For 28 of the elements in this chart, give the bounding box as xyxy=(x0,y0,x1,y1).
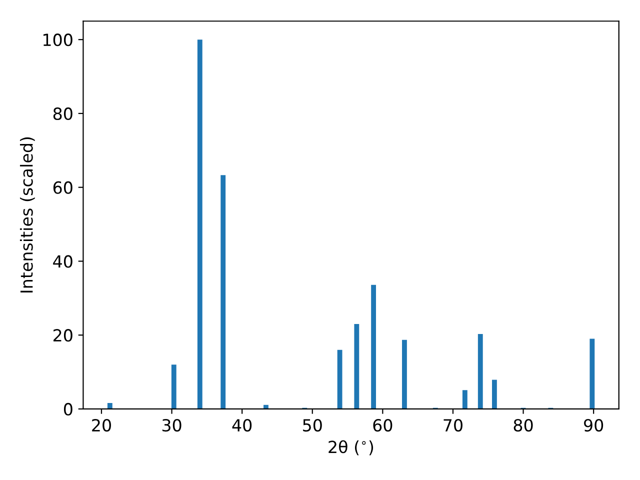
bar xyxy=(371,284,376,409)
y-tick-label: 100 xyxy=(43,34,72,46)
bar xyxy=(220,175,226,409)
y-axis-title: Intensities (scaled) xyxy=(20,137,35,292)
bar xyxy=(107,403,112,409)
x-tick-label: 80 xyxy=(514,418,533,432)
x-tick-label: 90 xyxy=(584,418,604,432)
bar xyxy=(402,340,407,409)
bar xyxy=(354,324,360,409)
x-axis-title: 2θ ($^{∘}$) xyxy=(328,440,374,456)
bar xyxy=(492,380,497,409)
x-tick-label: 30 xyxy=(162,418,182,432)
y-tick-label: 0 xyxy=(64,402,72,416)
bar xyxy=(171,364,176,409)
bar xyxy=(462,390,468,409)
x-tick-label: 20 xyxy=(92,418,111,432)
x-tick-label: 70 xyxy=(444,418,462,432)
y-tick-label: 20 xyxy=(53,329,72,342)
bar xyxy=(590,338,595,409)
bar xyxy=(478,334,483,409)
bar xyxy=(337,350,342,409)
y-tick-label: 40 xyxy=(53,255,72,268)
x-tick-label: 50 xyxy=(303,418,322,432)
y-tick-label: 80 xyxy=(53,107,72,120)
x-tick-label: 60 xyxy=(373,418,392,432)
bar xyxy=(197,40,202,409)
x-tick-label: 40 xyxy=(232,418,252,432)
y-tick-label: 60 xyxy=(53,181,72,194)
